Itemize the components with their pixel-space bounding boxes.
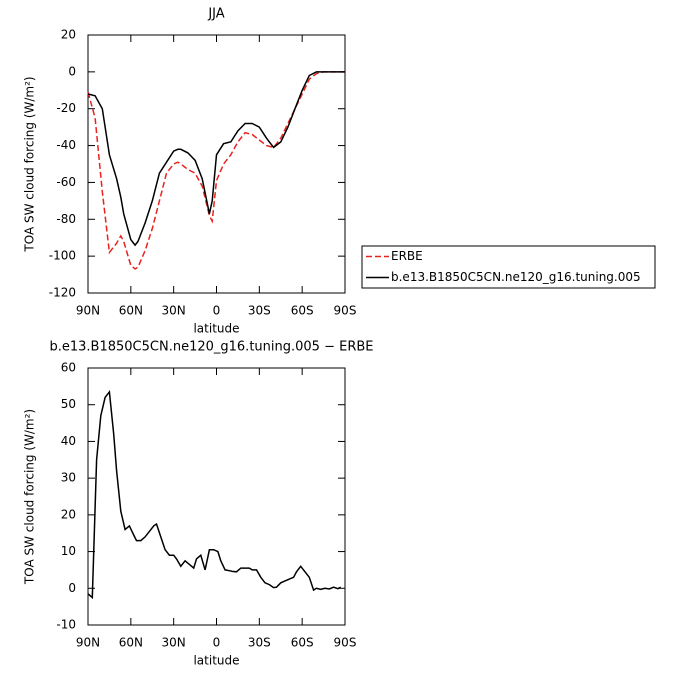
x-tick-label: 30S	[248, 304, 271, 318]
y-axis-label: TOA SW cloud forcing (W/m²)	[23, 409, 37, 585]
x-tick-label: 0	[213, 636, 221, 650]
y-tick-label: -20	[56, 101, 76, 115]
legend-label: ERBE	[391, 249, 423, 263]
x-tick-label: 90S	[334, 636, 357, 650]
x-tick-label: 0	[213, 304, 221, 318]
series-line	[87, 389, 342, 600]
x-tick-label: 60S	[291, 304, 314, 318]
x-tick-label: 60N	[119, 304, 143, 318]
series-line	[87, 71, 345, 270]
y-tick-label: 0	[68, 581, 76, 595]
y-tick-label: 10	[61, 544, 76, 558]
y-tick-label: -100	[49, 249, 76, 263]
x-tick-label: 30N	[162, 304, 186, 318]
y-tick-label: -120	[49, 286, 76, 300]
plot-frame	[87, 34, 346, 294]
legend-box	[361, 245, 656, 289]
y-tick-label: 20	[61, 28, 76, 42]
x-tick-label: 90N	[76, 636, 100, 650]
y-tick-label: -80	[56, 212, 76, 226]
y-tick-label: 20	[61, 507, 76, 521]
y-tick-label: 40	[61, 434, 76, 448]
series-line	[87, 71, 345, 247]
x-axis-label: latitude	[193, 322, 239, 336]
y-tick-label: 50	[61, 397, 76, 411]
x-tick-label: 30S	[248, 636, 271, 650]
legend-label: b.e13.B1850C5CN.ne120_g16.tuning.005	[391, 270, 641, 284]
x-tick-label: 90S	[334, 304, 357, 318]
y-tick-label: -60	[56, 175, 76, 189]
y-tick-label: 0	[68, 64, 76, 78]
x-tick-label: 30N	[162, 636, 186, 650]
y-tick-label: 60	[61, 361, 76, 375]
chart-title: JJA	[207, 7, 224, 22]
x-tick-label: 90N	[76, 304, 100, 318]
y-tick-label: 30	[61, 471, 76, 485]
y-axis-label: TOA SW cloud forcing (W/m²)	[23, 76, 37, 252]
y-tick-label: -40	[56, 138, 76, 152]
plot-frame	[87, 367, 346, 626]
x-tick-label: 60N	[119, 636, 143, 650]
x-axis-label: latitude	[193, 654, 239, 668]
x-tick-label: 60S	[291, 636, 314, 650]
y-tick-label: -10	[56, 618, 76, 632]
chart-title: b.e13.B1850C5CN.ne120_g16.tuning.005 − E…	[50, 340, 374, 355]
